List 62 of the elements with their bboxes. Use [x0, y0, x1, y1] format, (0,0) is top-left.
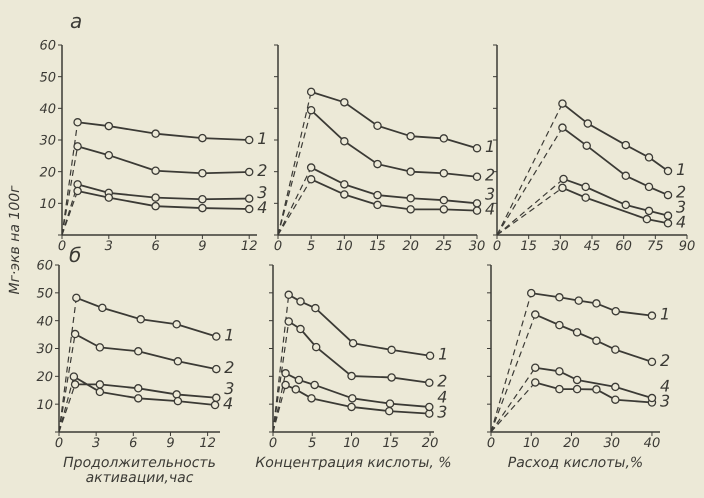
- series-label: 1: [224, 326, 234, 345]
- chart-title: б: [69, 243, 82, 267]
- x-tick-label: 9: [198, 239, 207, 254]
- x-tick-label: 0: [492, 239, 502, 254]
- x-tick-label: 45: [584, 239, 600, 254]
- y-tick-label: 10: [39, 196, 56, 212]
- x-tick-label: 40: [644, 436, 660, 452]
- y-tick-label: 30: [36, 342, 53, 358]
- series-label: 1: [438, 344, 448, 364]
- x-tick-label: 0: [274, 239, 282, 254]
- x-tick-label: 25: [436, 239, 452, 254]
- x-tick-label: 3: [104, 239, 113, 254]
- x-tick-label: 0: [58, 239, 66, 254]
- series-label: 2: [485, 166, 496, 185]
- x-tick-label: 12: [199, 436, 216, 452]
- x-tick-label: 0: [54, 436, 64, 452]
- series-label: 2: [660, 350, 670, 370]
- x-tick-label: 15: [369, 239, 386, 254]
- series-label: 1: [660, 304, 670, 324]
- y-tick-label: 10: [36, 398, 53, 413]
- x-tick-label: 6: [151, 239, 160, 254]
- y-tick-label: 50: [39, 70, 56, 86]
- x-tick-label: 10: [343, 436, 360, 452]
- y-tick-label: 50: [36, 286, 53, 302]
- series-label: 1: [257, 129, 268, 148]
- x-axis-title: Продолжительность активации,час: [62, 455, 217, 486]
- x-tick-label: 90: [678, 239, 696, 254]
- x-tick-label: 20: [563, 436, 580, 452]
- chart-title: а: [70, 9, 82, 33]
- x-tick-label: 5: [308, 436, 316, 452]
- x-tick-label: 60: [615, 239, 632, 254]
- y-axis-title: Мг·экв на 100г: [7, 186, 23, 294]
- x-axis-title: Расход кислоты,%: [506, 455, 644, 471]
- y-tick-label: 40: [39, 102, 56, 117]
- x-axis-title: Концентрация кислоты, %: [254, 455, 453, 471]
- x-tick-label: 30: [468, 239, 486, 254]
- x-tick-label: 12: [240, 239, 258, 254]
- x-tick-label: 9: [166, 436, 175, 452]
- x-tick-label: 3: [92, 436, 100, 452]
- x-tick-label: 20: [422, 436, 438, 452]
- x-tick-label: 0: [268, 436, 278, 452]
- y-tick-label: 30: [39, 134, 56, 149]
- series-label: 2: [257, 160, 268, 180]
- x-tick-label: 5: [307, 239, 316, 254]
- series-label: 1: [485, 137, 496, 156]
- x-tick-label: 30: [603, 436, 620, 452]
- y-tick-label: 40: [36, 314, 53, 330]
- x-tick-label: 6: [129, 436, 138, 452]
- x-tick-label: 10: [522, 436, 540, 452]
- x-tick-label: 0: [486, 436, 496, 452]
- x-tick-label: 15: [382, 436, 400, 452]
- series-label: 1: [676, 160, 686, 180]
- y-tick-label: 20: [36, 370, 53, 385]
- y-tick-label: 60: [36, 258, 53, 274]
- y-tick-label: 60: [39, 38, 56, 54]
- series-label: 2: [224, 358, 234, 378]
- x-tick-label: 75: [647, 239, 664, 254]
- x-tick-label: 30: [552, 239, 569, 254]
- x-tick-label: 10: [336, 239, 353, 254]
- y-tick-label: 20: [39, 165, 56, 180]
- x-tick-label: 15: [520, 239, 537, 254]
- x-tick-label: 20: [402, 239, 419, 254]
